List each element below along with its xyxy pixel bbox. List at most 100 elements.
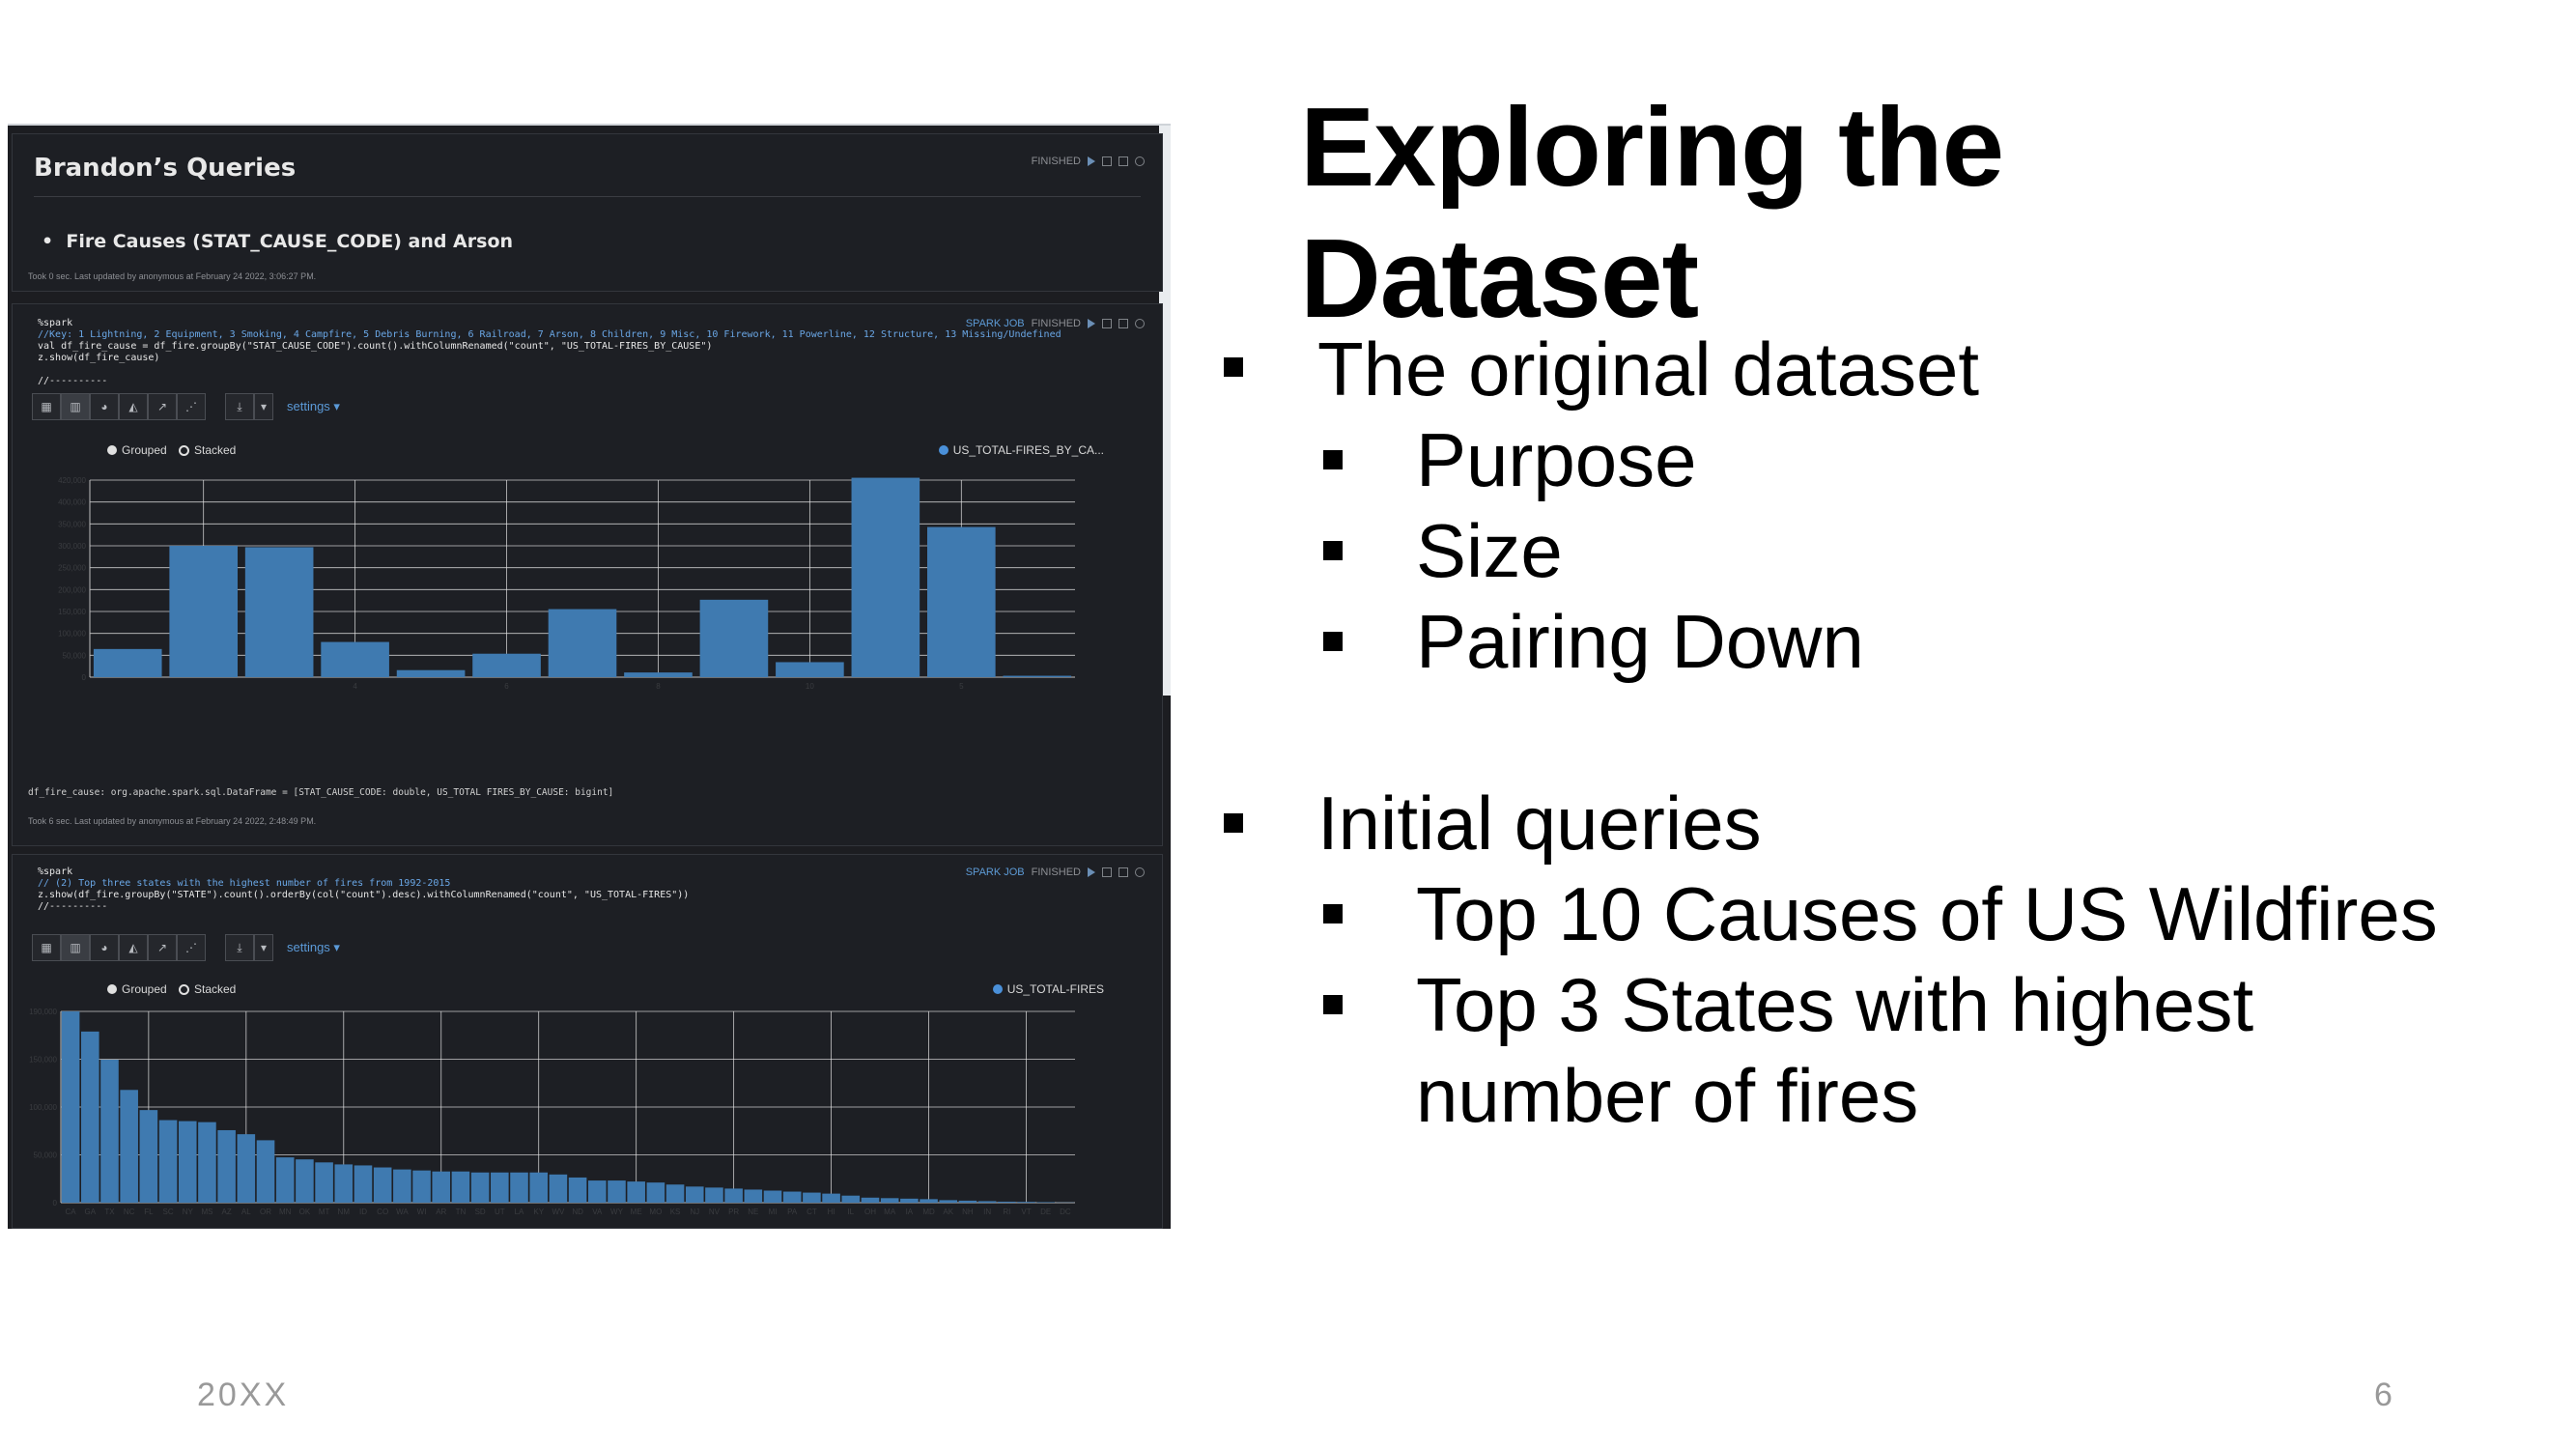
expand-icon[interactable] [1102, 319, 1112, 328]
grouped-radio[interactable]: Grouped [107, 443, 167, 457]
x-tick-label: CT [807, 1208, 817, 1216]
data-bar [568, 1177, 587, 1203]
result-line: df_fire_cause: org.apache.spark.sql.Data… [28, 787, 613, 798]
header-divider [34, 196, 1141, 197]
code-editor-2[interactable]: %spark // (2) Top three states with the … [38, 867, 689, 913]
x-tick-label: MI [769, 1208, 778, 1216]
x-tick-label: UT [495, 1208, 505, 1216]
x-tick-label: VT [1021, 1208, 1031, 1216]
x-tick-label: WI [417, 1208, 427, 1216]
table-icon[interactable] [1118, 867, 1128, 877]
table-icon[interactable] [1118, 156, 1128, 166]
x-tick-label: KS [670, 1208, 681, 1216]
data-bar [782, 1191, 802, 1203]
data-bar [237, 1134, 256, 1203]
header-bullet-item: • Fire Causes (STAT_CAUSE_CODE) and Arso… [42, 231, 513, 252]
x-tick-label: TN [456, 1208, 467, 1216]
code-line: //---------- [38, 901, 108, 912]
x-tick-label: IN [983, 1208, 991, 1216]
code-comment: //Key: 1 Lightning, 2 Equipment, 3 Smoki… [38, 329, 1062, 340]
sub-bullet-marker [1323, 632, 1343, 651]
y-tick-label: 0 [53, 1199, 58, 1208]
bullet-dot: • [42, 231, 67, 252]
x-tick-label: AL [241, 1208, 251, 1216]
data-bar [178, 1121, 197, 1203]
sub-bullet-marker [1323, 995, 1343, 1014]
table-icon[interactable] [1118, 319, 1128, 328]
sub-bullet-pairing-down: Pairing Down [1416, 599, 1864, 684]
x-tick-label: NJ [690, 1208, 699, 1216]
chart2-legend[interactable]: US_TOTAL-FIRES [992, 982, 1104, 996]
data-bar [763, 1190, 782, 1203]
data-bar [685, 1186, 704, 1203]
x-tick-label: MT [319, 1208, 330, 1216]
data-bar [393, 1169, 411, 1203]
grouped-radio[interactable]: Grouped [107, 982, 167, 996]
expand-icon[interactable] [1102, 156, 1112, 166]
sub-bullet-top-causes: Top 10 Causes of US Wildfires [1416, 871, 2438, 956]
sub-bullet-top-states-cont: number of fires [1416, 1053, 1919, 1138]
radio-selected-icon [107, 445, 117, 455]
data-bar [851, 477, 920, 677]
stacked-radio[interactable]: Stacked [179, 443, 236, 457]
x-tick-label: SC [162, 1208, 173, 1216]
run-icon[interactable] [1088, 156, 1095, 166]
data-bar [491, 1172, 509, 1203]
x-tick-label: CA [66, 1208, 77, 1216]
scatter-chart-icon[interactable]: ⋰ [177, 934, 206, 961]
pie-chart-icon[interactable]: ◕ [90, 393, 119, 420]
para1-status-bar: SPARK JOB FINISHED [966, 318, 1145, 329]
bullet-original-dataset: The original dataset [1317, 327, 1980, 412]
viz-toolbar-2: ▦ ▥ ◕ ◭ ↗ ⋰ ⤓ ▾ settings ▾ [32, 934, 340, 961]
bar-chart-icon[interactable]: ▥ [61, 934, 90, 961]
run-icon[interactable] [1088, 319, 1095, 328]
header-meta: Took 0 sec. Last updated by anonymous at… [28, 271, 317, 281]
table-view-icon[interactable]: ▦ [32, 934, 61, 961]
data-bar [256, 1140, 275, 1203]
area-chart-icon[interactable]: ◭ [119, 934, 148, 961]
run-icon[interactable] [1088, 867, 1095, 877]
code-editor-1[interactable]: %spark //Key: 1 Lightning, 2 Equipment, … [38, 318, 1062, 387]
bar-chart-icon[interactable]: ▥ [61, 393, 90, 420]
line-chart-icon[interactable]: ↗ [148, 934, 177, 961]
chart1-legend[interactable]: US_TOTAL-FIRES_BY_CA... [938, 443, 1104, 457]
expand-icon[interactable] [1102, 867, 1112, 877]
x-tick-label: ME [631, 1208, 642, 1216]
settings-dropdown[interactable]: settings ▾ [287, 940, 340, 954]
data-bar [548, 609, 617, 677]
x-tick-label: NH [962, 1208, 974, 1216]
spark-job-link[interactable]: SPARK JOB [965, 867, 1025, 878]
download-caret-icon[interactable]: ▾ [254, 934, 273, 961]
scatter-chart-icon[interactable]: ⋰ [177, 393, 206, 420]
data-bar [315, 1162, 333, 1203]
bullet-marker [1224, 357, 1243, 377]
gear-icon[interactable] [1135, 156, 1145, 166]
code-line: z.show(df_fire.groupBy("STATE").count().… [38, 890, 690, 900]
download-icon[interactable]: ⤓ [225, 393, 254, 420]
data-bar [275, 1157, 295, 1203]
settings-dropdown[interactable]: settings ▾ [287, 399, 340, 413]
data-bar [1003, 675, 1072, 677]
data-bar [900, 1198, 919, 1203]
line-chart-icon[interactable]: ↗ [148, 393, 177, 420]
table-view-icon[interactable]: ▦ [32, 393, 61, 420]
code-comment: // (2) Top three states with the highest… [38, 878, 451, 889]
y-tick-label: 0 [82, 673, 87, 682]
download-icon[interactable]: ⤓ [225, 934, 254, 961]
x-tick-label: WV [552, 1208, 565, 1216]
spark-job-link[interactable]: SPARK JOB [965, 318, 1025, 329]
gear-icon[interactable] [1135, 319, 1145, 328]
y-tick-label: 400,000 [58, 498, 86, 507]
area-chart-icon[interactable]: ◭ [119, 393, 148, 420]
pie-chart-icon[interactable]: ◕ [90, 934, 119, 961]
data-bar [927, 526, 996, 677]
y-tick-label: 250,000 [58, 564, 86, 573]
sub-bullet-size: Size [1416, 508, 1563, 593]
gear-icon[interactable] [1135, 867, 1145, 877]
download-caret-icon[interactable]: ▾ [254, 393, 273, 420]
result-text: df_fire_cause: org.apache.spark.sql.Data… [28, 787, 614, 798]
stacked-radio[interactable]: Stacked [179, 982, 236, 996]
fire-causes-bar-chart: 420,000 400,000 350,000 300,000 250,000 200,0… [58, 476, 1075, 691]
data-bar [334, 1164, 354, 1203]
bullet-marker [1224, 813, 1243, 833]
